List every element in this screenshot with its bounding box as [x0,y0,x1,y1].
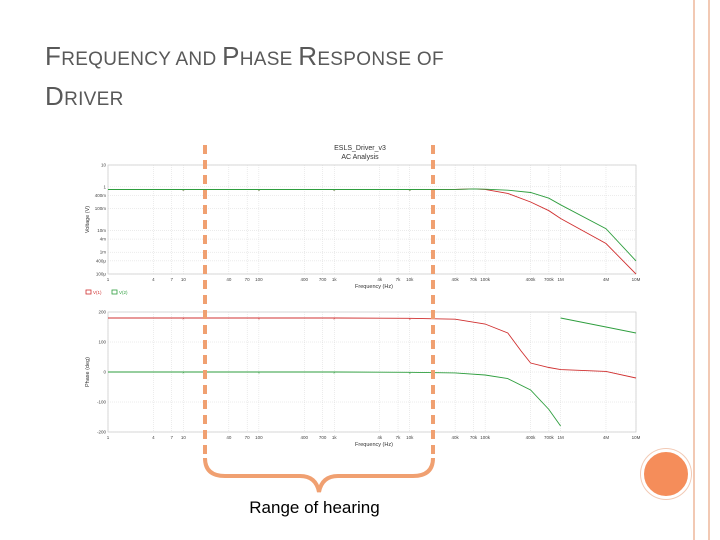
magnitude-x-tick-label: 1k [332,277,338,282]
phase-x-tick-label: 7 [170,435,173,440]
magnitude-x-tick-label: 10k [406,277,414,282]
hearing-range-brace [203,457,435,493]
phase-x-tick-label: 70 [245,435,251,440]
phase-y-tick-label: -100 [97,400,107,405]
legend-label-0: V(1) [93,290,102,295]
magnitude-y-tick-label: 400m [95,193,107,198]
magnitude-plot-area [107,164,637,275]
magnitude-x-tick-label: 40 [226,277,232,282]
phase-y-tick-label: 200 [98,310,106,315]
phase-x-tick-label: 700k [544,435,555,440]
phase-y-axis-label: Phase (deg) [85,357,91,387]
phase-x-tick-label: 10 [181,435,187,440]
magnitude-x-tick-label: 100k [480,277,491,282]
phase-x-tick-label: 40 [226,435,232,440]
right-edge-line-1 [693,0,695,540]
phase-series-1-line [108,371,561,427]
phase-x-tick-label: 1 [107,435,110,440]
magnitude-x-tick-label: 10 [181,277,187,282]
magnitude-x-tick-label: 100 [255,277,263,282]
phase-x-tick-label: 4k [377,435,383,440]
magnitude-x-tick-label: 4k [377,277,383,282]
phase-series-1-marker: x [258,370,260,375]
magnitude-series-1-marker: x [409,187,411,192]
magnitude-x-tick-label: 1M [557,277,564,282]
magnitude-y-axis-label: Voltage (V) [85,206,91,233]
phase-x-tick-label: 4M [603,435,610,440]
magnitude-series-1-marker: x [333,187,335,192]
phase-x-tick-label: 400k [526,435,537,440]
phase-x-tick-label: 10k [406,435,414,440]
legend-label-1: V(2) [119,290,128,295]
phase-series-1-marker: x [333,370,335,375]
chart-title: ESLS_Driver_v3 [334,145,386,152]
magnitude-series-1-marker: x [258,187,260,192]
phase-x-tick-label: 7k [396,435,402,440]
phase-series-0-marker: x [182,316,184,321]
ac-analysis-figure: ESLS_Driver_v3 AC Analysis 1 4 7 10 40 70 100 400… [84,140,640,458]
magnitude-x-tick-label: 7k [396,277,402,282]
magnitude-x-tick-label: 400 [301,277,309,282]
magnitude-x-tick-label: 70 [245,277,251,282]
phase-series-0-marker: x [258,316,260,321]
phase-x-tick-label: 1k [332,435,338,440]
phase-x-tick-label: 4 [152,435,155,440]
phase-x-tick-label: 40k [451,435,459,440]
magnitude-x-tick-label: 400k [526,277,537,282]
phase-x-tick-label: 100 [255,435,263,440]
magnitude-y-tick-label: 100m [95,206,107,211]
magnitude-x-tick-label: 40k [451,277,459,282]
phase-x-axis-label: Frequency (Hz) [355,442,393,448]
phase-series-0-marker: x [333,316,335,321]
legend-marker-1 [111,289,118,295]
decorative-circle [641,449,691,499]
right-edge-line-2 [708,0,710,540]
phase-series-2-line [560,317,637,334]
magnitude-x-tick-label: 4 [152,277,155,282]
magnitude-x-tick-label: 4M [603,277,610,282]
slide-title: FREQUENCY AND PHASE RESPONSE OF DRIVER [45,38,605,118]
magnitude-y-tick-label: 4m [100,237,107,242]
phase-y-tick-label: 100 [98,340,106,345]
phase-series-1-marker: x [182,370,184,375]
magnitude-x-axis-label: Frequency (Hz) [355,284,393,290]
magnitude-x-tick-label: 7 [170,277,173,282]
title-word-1: FREQUENCY AND [45,41,223,71]
magnitude-y-tick-label: 100μ [96,272,107,277]
phase-y-tick-label: 0 [103,370,106,375]
phase-x-tick-label: 10M [632,435,640,440]
magnitude-y-tick-label: 1 [103,184,106,189]
title-word-4: DRIVER [45,81,124,111]
phase-x-tick-label: 400 [301,435,309,440]
magnitude-series-1-marker: x [182,187,184,192]
magnitude-x-tick-label: 1 [107,277,110,282]
phase-x-tick-label: 1M [557,435,564,440]
magnitude-y-tick-label: 400μ [96,258,107,263]
title-word-2: PHASE [222,41,299,71]
phase-series-0-marker: x [409,316,411,321]
phase-x-tick-label: 70k [470,435,478,440]
legend-marker-0 [85,289,92,295]
chart-subtitle: AC Analysis [341,154,379,161]
magnitude-y-tick-label: 10 [101,163,107,168]
magnitude-series-1-line [108,188,637,262]
magnitude-x-tick-label: 10M [632,277,640,282]
magnitude-x-tick-label: 700 [319,277,327,282]
magnitude-y-tick-label: 1m [100,250,107,255]
phase-series-0-line [108,317,637,379]
phase-series-1-marker: x [409,370,411,375]
title-word-3: RESPONSE OF [298,41,444,71]
magnitude-y-tick-label: 10m [97,228,106,233]
hearing-range-label: Range of hearing [249,498,380,517]
phase-y-tick-label: -200 [97,430,107,435]
magnitude-x-tick-label: 700k [544,277,555,282]
magnitude-x-tick-label: 70k [470,277,478,282]
phase-x-tick-label: 700 [319,435,327,440]
phase-x-tick-label: 100k [480,435,491,440]
